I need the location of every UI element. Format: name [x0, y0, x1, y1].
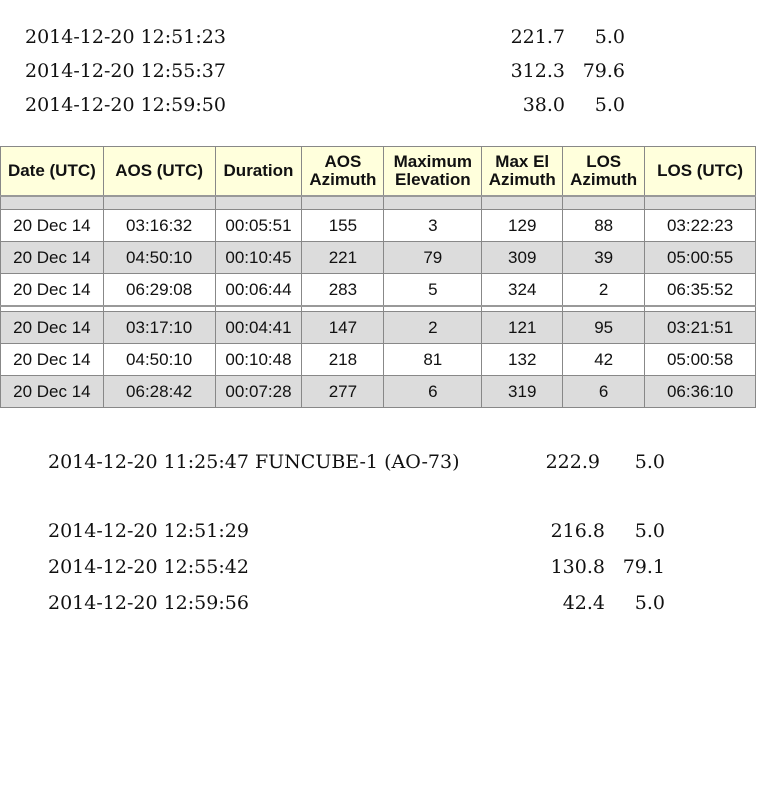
column-header: Max El Azimuth — [481, 146, 564, 197]
pass-time: 2014-12-20 11:25:47 FUNCUBE-1 (AO-73) — [48, 451, 460, 473]
pass-time: 2014-12-20 12:51:29 — [48, 520, 249, 542]
table-cell: 06:35:52 — [644, 273, 756, 307]
column-header: AOS Azimuth — [301, 146, 385, 197]
pass-time: 2014-12-20 12:59:56 — [48, 592, 249, 614]
table-cell: 3 — [383, 209, 483, 242]
table-cell: 00:07:28 — [214, 375, 303, 408]
table-cell: 155 — [301, 209, 385, 242]
table-row: 20 Dec 14 04:50:10 00:10:48 218 81 132 42 05:00… — [0, 343, 756, 376]
table-cell: 00:04:41 — [214, 311, 303, 344]
table-cell: 42 — [562, 343, 646, 376]
pass-el: 5.0 — [594, 94, 625, 116]
pass-el: 5.0 — [594, 26, 625, 48]
pass-time: 2014-12-20 12:55:42 — [48, 556, 249, 578]
separator-cell — [301, 195, 385, 210]
table-cell: 20 Dec 14 — [0, 241, 104, 274]
table-row: 20 Dec 14 03:17:10 00:04:41 147 2 121 95 03:21:… — [0, 311, 756, 344]
separator-cell — [102, 195, 216, 210]
pass-az: 222.9 — [545, 451, 600, 473]
table-cell: 121 — [481, 311, 564, 344]
table-row: 20 Dec 14 03:16:32 00:05:51 155 3 129 88 03:22:… — [0, 209, 756, 242]
column-header: LOS Azimuth — [562, 146, 646, 197]
table-cell: 129 — [481, 209, 564, 242]
pass-az: 42.4 — [562, 592, 605, 614]
table-cell: 20 Dec 14 — [0, 209, 104, 242]
table-row: 20 Dec 14 06:28:42 00:07:28 277 6 319 6 06:36:1… — [0, 375, 756, 408]
table-cell: 06:28:42 — [102, 375, 216, 408]
pass-az: 130.8 — [550, 556, 605, 578]
table-cell: 06:29:08 — [102, 273, 216, 307]
table-cell: 00:06:44 — [214, 273, 303, 307]
table-cell: 283 — [301, 273, 385, 307]
separator-cell — [481, 195, 564, 210]
table-cell: 03:21:51 — [644, 311, 756, 344]
table-cell: 6 — [383, 375, 483, 408]
header-row: Date (UTC) AOS (UTC) Duration AOS Azimuth Ma… — [0, 146, 756, 197]
separator-cell — [644, 195, 756, 210]
column-header: Duration — [214, 146, 303, 197]
table-cell: 319 — [481, 375, 564, 408]
column-header: AOS (UTC) — [102, 146, 216, 197]
table-cell: 309 — [481, 241, 564, 274]
table-cell: 04:50:10 — [102, 343, 216, 376]
table-cell: 81 — [383, 343, 483, 376]
table-cell: 95 — [562, 311, 646, 344]
table-cell: 88 — [562, 209, 646, 242]
column-header: LOS (UTC) — [644, 146, 756, 197]
column-header: Maximum Elevation — [383, 146, 483, 197]
table-cell: 277 — [301, 375, 385, 408]
table-cell: 05:00:55 — [644, 241, 756, 274]
table-row: 20 Dec 14 06:29:08 00:06:44 283 5 324 2 06:35:5… — [0, 273, 756, 307]
pass-az: 216.8 — [550, 520, 605, 542]
table-row: 20 Dec 14 04:50:10 00:10:45 221 79 309 39 05:00… — [0, 241, 756, 274]
pass-el: 79.6 — [582, 60, 625, 82]
table-cell: 79 — [383, 241, 483, 274]
pass-time: 2014-12-20 12:59:50 — [25, 94, 226, 116]
table-cell: 39 — [562, 241, 646, 274]
table-cell: 6 — [562, 375, 646, 408]
pass-az: 38.0 — [522, 94, 565, 116]
table-cell: 147 — [301, 311, 385, 344]
column-header: Date (UTC) — [0, 146, 104, 197]
table-cell: 20 Dec 14 — [0, 273, 104, 307]
table-cell: 20 Dec 14 — [0, 375, 104, 408]
table-cell: 06:36:10 — [644, 375, 756, 408]
table-cell: 03:22:23 — [644, 209, 756, 242]
pass-time: 2014-12-20 12:55:37 — [25, 60, 226, 82]
table-cell: 00:05:51 — [214, 209, 303, 242]
separator-cell — [214, 195, 303, 210]
pass-el: 5.0 — [634, 520, 665, 542]
table-cell: 132 — [481, 343, 564, 376]
separator-cell — [383, 195, 483, 210]
pass-el: 5.0 — [634, 451, 665, 473]
table-cell: 04:50:10 — [102, 241, 216, 274]
separator-cell — [0, 195, 104, 210]
table-cell: 00:10:45 — [214, 241, 303, 274]
pass-az: 221.7 — [510, 26, 565, 48]
table-cell: 218 — [301, 343, 385, 376]
table-cell: 20 Dec 14 — [0, 311, 104, 344]
table-cell: 2 — [383, 311, 483, 344]
separator-row — [0, 305, 756, 312]
table-cell: 5 — [383, 273, 483, 307]
pass-az: 312.3 — [510, 60, 565, 82]
pass-time: 2014-12-20 12:51:23 — [25, 26, 226, 48]
table-cell: 324 — [481, 273, 564, 307]
table-cell: 221 — [301, 241, 385, 274]
table-cell: 03:16:32 — [102, 209, 216, 242]
table-cell: 03:17:10 — [102, 311, 216, 344]
table-cell: 00:10:48 — [214, 343, 303, 376]
separator-cell — [562, 195, 646, 210]
pass-el: 79.1 — [622, 556, 665, 578]
table-cell: 05:00:58 — [644, 343, 756, 376]
pass-table: Date (UTC) AOS (UTC) Duration AOS Azimuth Ma… — [0, 146, 756, 408]
separator-row — [0, 195, 756, 210]
table-cell: 20 Dec 14 — [0, 343, 104, 376]
table-cell: 2 — [562, 273, 646, 307]
pass-el: 5.0 — [634, 592, 665, 614]
